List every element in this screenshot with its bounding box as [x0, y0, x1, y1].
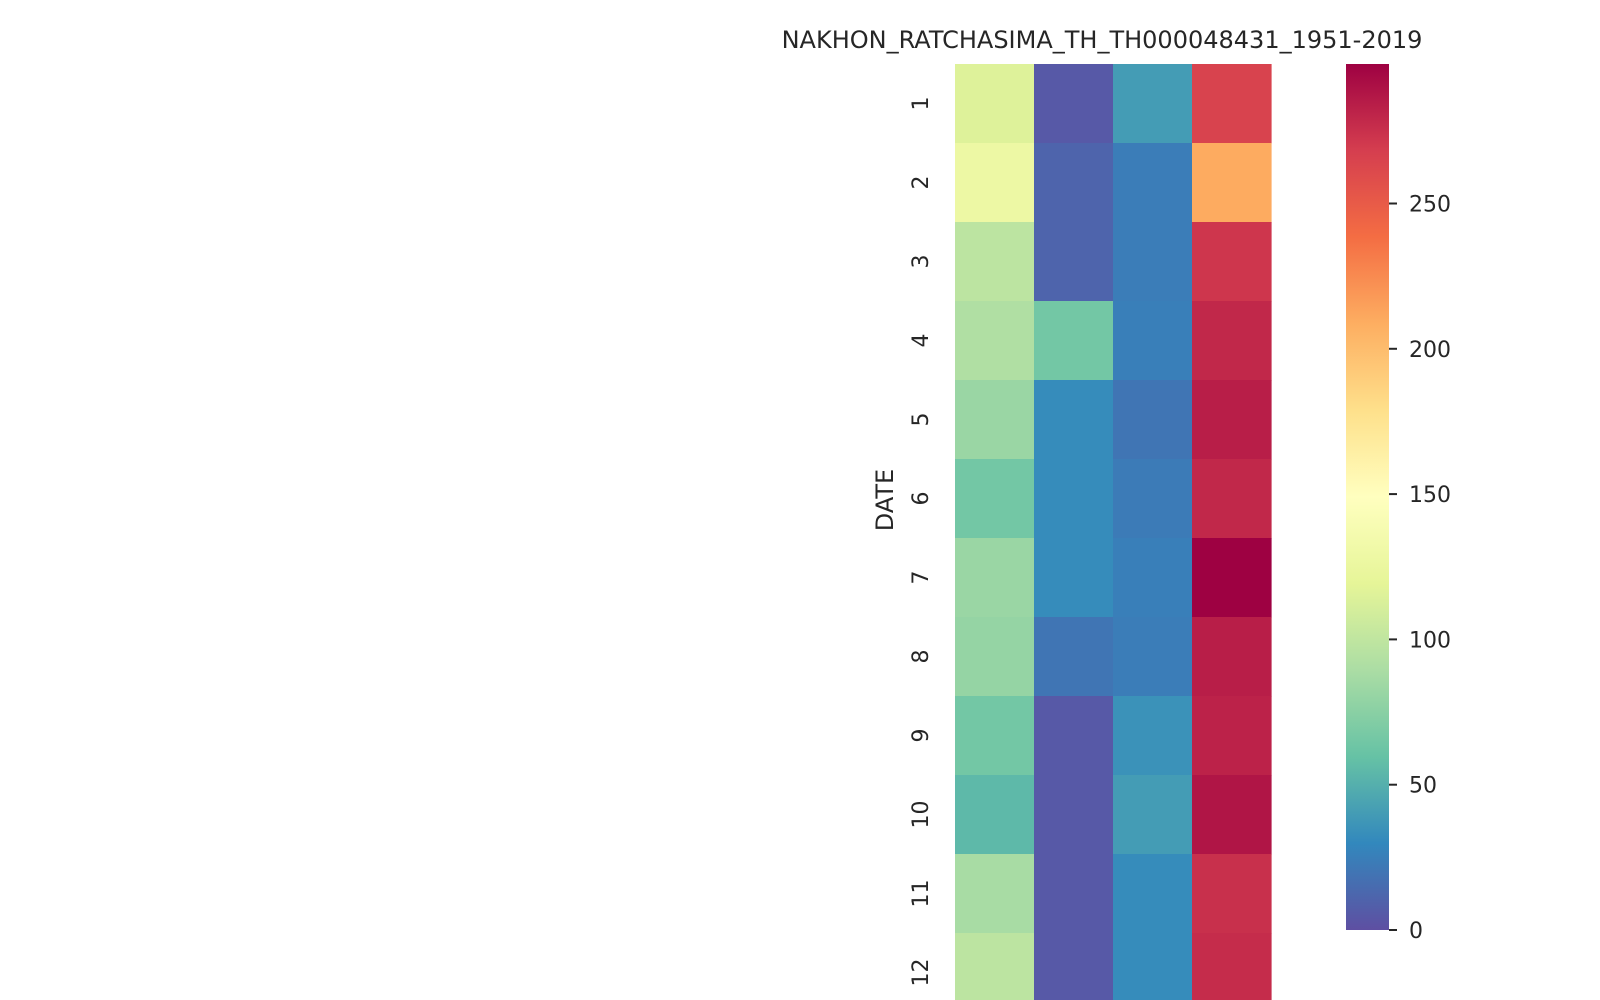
- heatmap-cell-3-TMAX: [1113, 222, 1193, 302]
- heatmap-cell-1-PRCP: [955, 64, 1035, 144]
- heatmap-cell-9-TMAX: [1113, 696, 1193, 776]
- heatmap-cell-11-TAVG: [1034, 854, 1114, 934]
- y-tick-label: 5: [909, 413, 934, 427]
- heatmap-cell-2-TMIN: [1192, 143, 1272, 223]
- heatmap-cell-1-TAVG: [1034, 64, 1114, 144]
- y-tick-label: 10: [909, 801, 934, 829]
- heatmap-cell-12-TMIN: [1192, 933, 1272, 1000]
- heatmap-cells: [955, 64, 1272, 1000]
- heatmap-cell-4-PRCP: [955, 301, 1035, 381]
- heatmap-cell-4-TMAX: [1113, 301, 1193, 381]
- heatmap-cell-10-TAVG: [1034, 775, 1114, 855]
- heatmap-cell-12-TAVG: [1034, 933, 1114, 1000]
- y-tick-label: 4: [909, 334, 934, 348]
- colorbar-tick-label: 200: [1409, 338, 1451, 363]
- chart-title: NAKHON_RATCHASIMA_TH_TH000048431_1951-20…: [782, 26, 1423, 54]
- heatmap-cell-5-PRCP: [955, 380, 1035, 460]
- heatmap-cell-8-TMAX: [1113, 617, 1193, 697]
- heatmap-cell-7-TMAX: [1113, 538, 1193, 618]
- heatmap-cell-7-PRCP: [955, 538, 1035, 618]
- heatmap-cell-1-TMAX: [1113, 64, 1193, 144]
- heatmap-cell-8-PRCP: [955, 617, 1035, 697]
- heatmap-cell-8-TMIN: [1192, 617, 1272, 697]
- heatmap-cell-2-PRCP: [955, 143, 1035, 223]
- heatmap-cell-1-TMIN: [1192, 64, 1272, 144]
- y-axis-label: DATE: [871, 469, 899, 531]
- y-tick-label: 3: [909, 255, 934, 269]
- y-tick-label: 1: [909, 97, 934, 111]
- heatmap-cell-4-TAVG: [1034, 301, 1114, 381]
- y-tick-label: 11: [909, 880, 934, 908]
- colorbar: 0 50 100 150 200 250: [1346, 64, 1451, 944]
- heatmap-cell-6-TAVG: [1034, 459, 1114, 539]
- heatmap-cell-12-PRCP: [955, 933, 1035, 1000]
- colorbar-bar: [1346, 64, 1389, 930]
- y-tick-label: 6: [909, 492, 934, 506]
- heatmap-cell-3-PRCP: [955, 222, 1035, 302]
- heatmap-cell-11-TMIN: [1192, 854, 1272, 934]
- heatmap-cell-10-TMIN: [1192, 775, 1272, 855]
- y-tick-label: 9: [909, 729, 934, 743]
- heatmap-cell-2-TAVG: [1034, 143, 1114, 223]
- heatmap-cell-9-TMIN: [1192, 696, 1272, 776]
- heatmap-cell-6-TMAX: [1113, 459, 1193, 539]
- heatmap-cell-9-PRCP: [955, 696, 1035, 776]
- y-tick-label: 8: [909, 650, 934, 664]
- heatmap-cell-6-PRCP: [955, 459, 1035, 539]
- heatmap-cell-6-TMIN: [1192, 459, 1272, 539]
- heatmap-cell-5-TMAX: [1113, 380, 1193, 460]
- heatmap-cell-8-TAVG: [1034, 617, 1114, 697]
- colorbar-tick-label: 150: [1409, 483, 1451, 508]
- heatmap-cell-11-TMAX: [1113, 854, 1193, 934]
- heatmap-cell-10-TMAX: [1113, 775, 1193, 855]
- y-tick-label: 2: [909, 176, 934, 190]
- colorbar-tick-label: 50: [1409, 774, 1437, 799]
- heatmap-cell-12-TMAX: [1113, 933, 1193, 1000]
- heatmap-cell-5-TMIN: [1192, 380, 1272, 460]
- y-tick-label: 12: [909, 959, 934, 987]
- colorbar-tick-label: 0: [1409, 919, 1423, 944]
- colorbar-ticks: 0 50 100 150 200 250: [1389, 192, 1451, 944]
- heatmap-cell-3-TAVG: [1034, 222, 1114, 302]
- heatmap-cell-11-PRCP: [955, 854, 1035, 934]
- heatmap-cell-4-TMIN: [1192, 301, 1272, 381]
- heatmap-cell-5-TAVG: [1034, 380, 1114, 460]
- colorbar-tick-label: 250: [1409, 192, 1451, 217]
- heatmap-cell-2-TMAX: [1113, 143, 1193, 223]
- heatmap-cell-9-TAVG: [1034, 696, 1114, 776]
- heatmap-cell-7-TAVG: [1034, 538, 1114, 618]
- y-tick-label: 7: [909, 571, 934, 585]
- heatmap-cell-7-TMIN: [1192, 538, 1272, 618]
- colorbar-tick-label: 100: [1409, 628, 1451, 653]
- heatmap-cell-3-TMIN: [1192, 222, 1272, 302]
- heatmap-cell-10-PRCP: [955, 775, 1035, 855]
